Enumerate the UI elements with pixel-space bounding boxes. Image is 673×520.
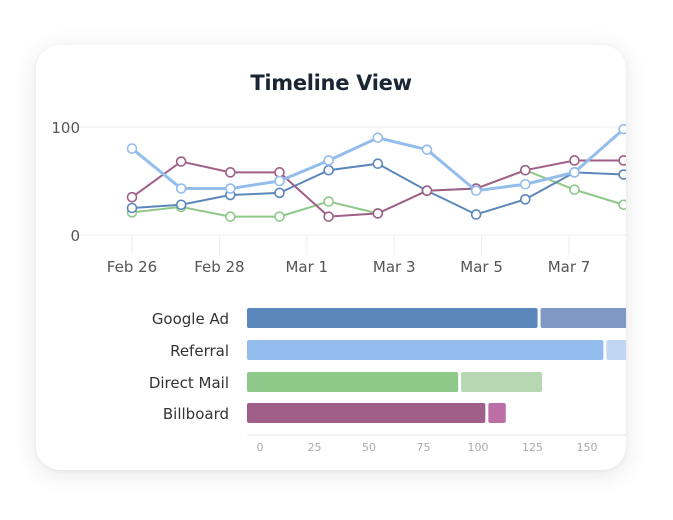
- data-point: [421, 144, 433, 155]
- bar-category-label: Direct Mail: [149, 374, 229, 392]
- x-tick-label: Mar 7: [548, 258, 591, 276]
- data-point: [274, 167, 285, 178]
- bar-x-tick-label: 25: [308, 441, 322, 454]
- data-point: [421, 185, 433, 197]
- bar-x-tick-label: 0: [257, 441, 264, 454]
- chart-title: Timeline View: [250, 71, 412, 95]
- bar-segment: [247, 403, 486, 423]
- data-point: [225, 183, 236, 194]
- x-tick-label: Mar 1: [285, 258, 328, 276]
- data-point: [519, 178, 531, 190]
- y-tick-label: 100: [51, 119, 80, 137]
- bar-segment: [247, 308, 538, 328]
- data-point: [569, 167, 580, 178]
- bar-x-tick-label: 125: [522, 441, 543, 454]
- data-point: [618, 169, 626, 180]
- bar-category-label: Billboard: [163, 405, 229, 423]
- data-point: [274, 175, 285, 187]
- data-point: [569, 184, 580, 195]
- data-point: [470, 209, 482, 220]
- data-point: [274, 211, 285, 222]
- bar-segment: [247, 340, 604, 360]
- data-point: [274, 187, 285, 199]
- y-tick-label: 0: [70, 227, 80, 245]
- data-point: [225, 167, 236, 178]
- x-tick-label: Mar 5: [460, 258, 503, 276]
- bar-segment: [488, 403, 506, 423]
- bar-x-tick-label: 75: [417, 441, 431, 454]
- data-point: [372, 208, 384, 219]
- bar-segment: [606, 340, 626, 360]
- data-point: [323, 155, 334, 166]
- data-point: [323, 164, 334, 176]
- data-point: [126, 143, 138, 154]
- data-point: [519, 194, 531, 205]
- data-point: [175, 199, 187, 211]
- data-point: [372, 158, 384, 170]
- data-point: [618, 155, 626, 166]
- bar-segment: [461, 372, 543, 392]
- timeline-chart: 0 100 Feb 26 Feb 28 Mar 1 Mar 3 Mar 5 Mar 7 Goog…: [51, 119, 626, 454]
- bar-segment: [247, 372, 459, 392]
- x-tick-label: Feb 26: [107, 258, 157, 276]
- chart-card: Timeline View 0 100 Feb 26 Feb 28 Mar 1 Mar 3…: [36, 45, 626, 470]
- data-point: [618, 199, 626, 211]
- data-point: [126, 191, 138, 203]
- data-point: [372, 132, 384, 144]
- bar-segment: [540, 308, 626, 328]
- x-tick-label: Feb 28: [194, 258, 244, 276]
- data-point: [569, 155, 580, 166]
- bar-x-tick-label: 100: [468, 441, 489, 454]
- data-point: [175, 156, 187, 167]
- data-point: [323, 196, 334, 207]
- data-point: [618, 123, 626, 135]
- data-point: [470, 185, 482, 197]
- bar-category-label: Referral: [170, 342, 229, 360]
- x-tick-label: Mar 3: [373, 258, 416, 276]
- data-point: [323, 211, 334, 222]
- bar-category-label: Google Ad: [152, 310, 229, 328]
- bar-x-tick-label: 50: [362, 441, 376, 454]
- data-point: [126, 202, 138, 214]
- data-point: [175, 183, 187, 194]
- data-point: [225, 211, 236, 222]
- data-point: [519, 164, 531, 176]
- bar-x-tick-label: 150: [577, 441, 598, 454]
